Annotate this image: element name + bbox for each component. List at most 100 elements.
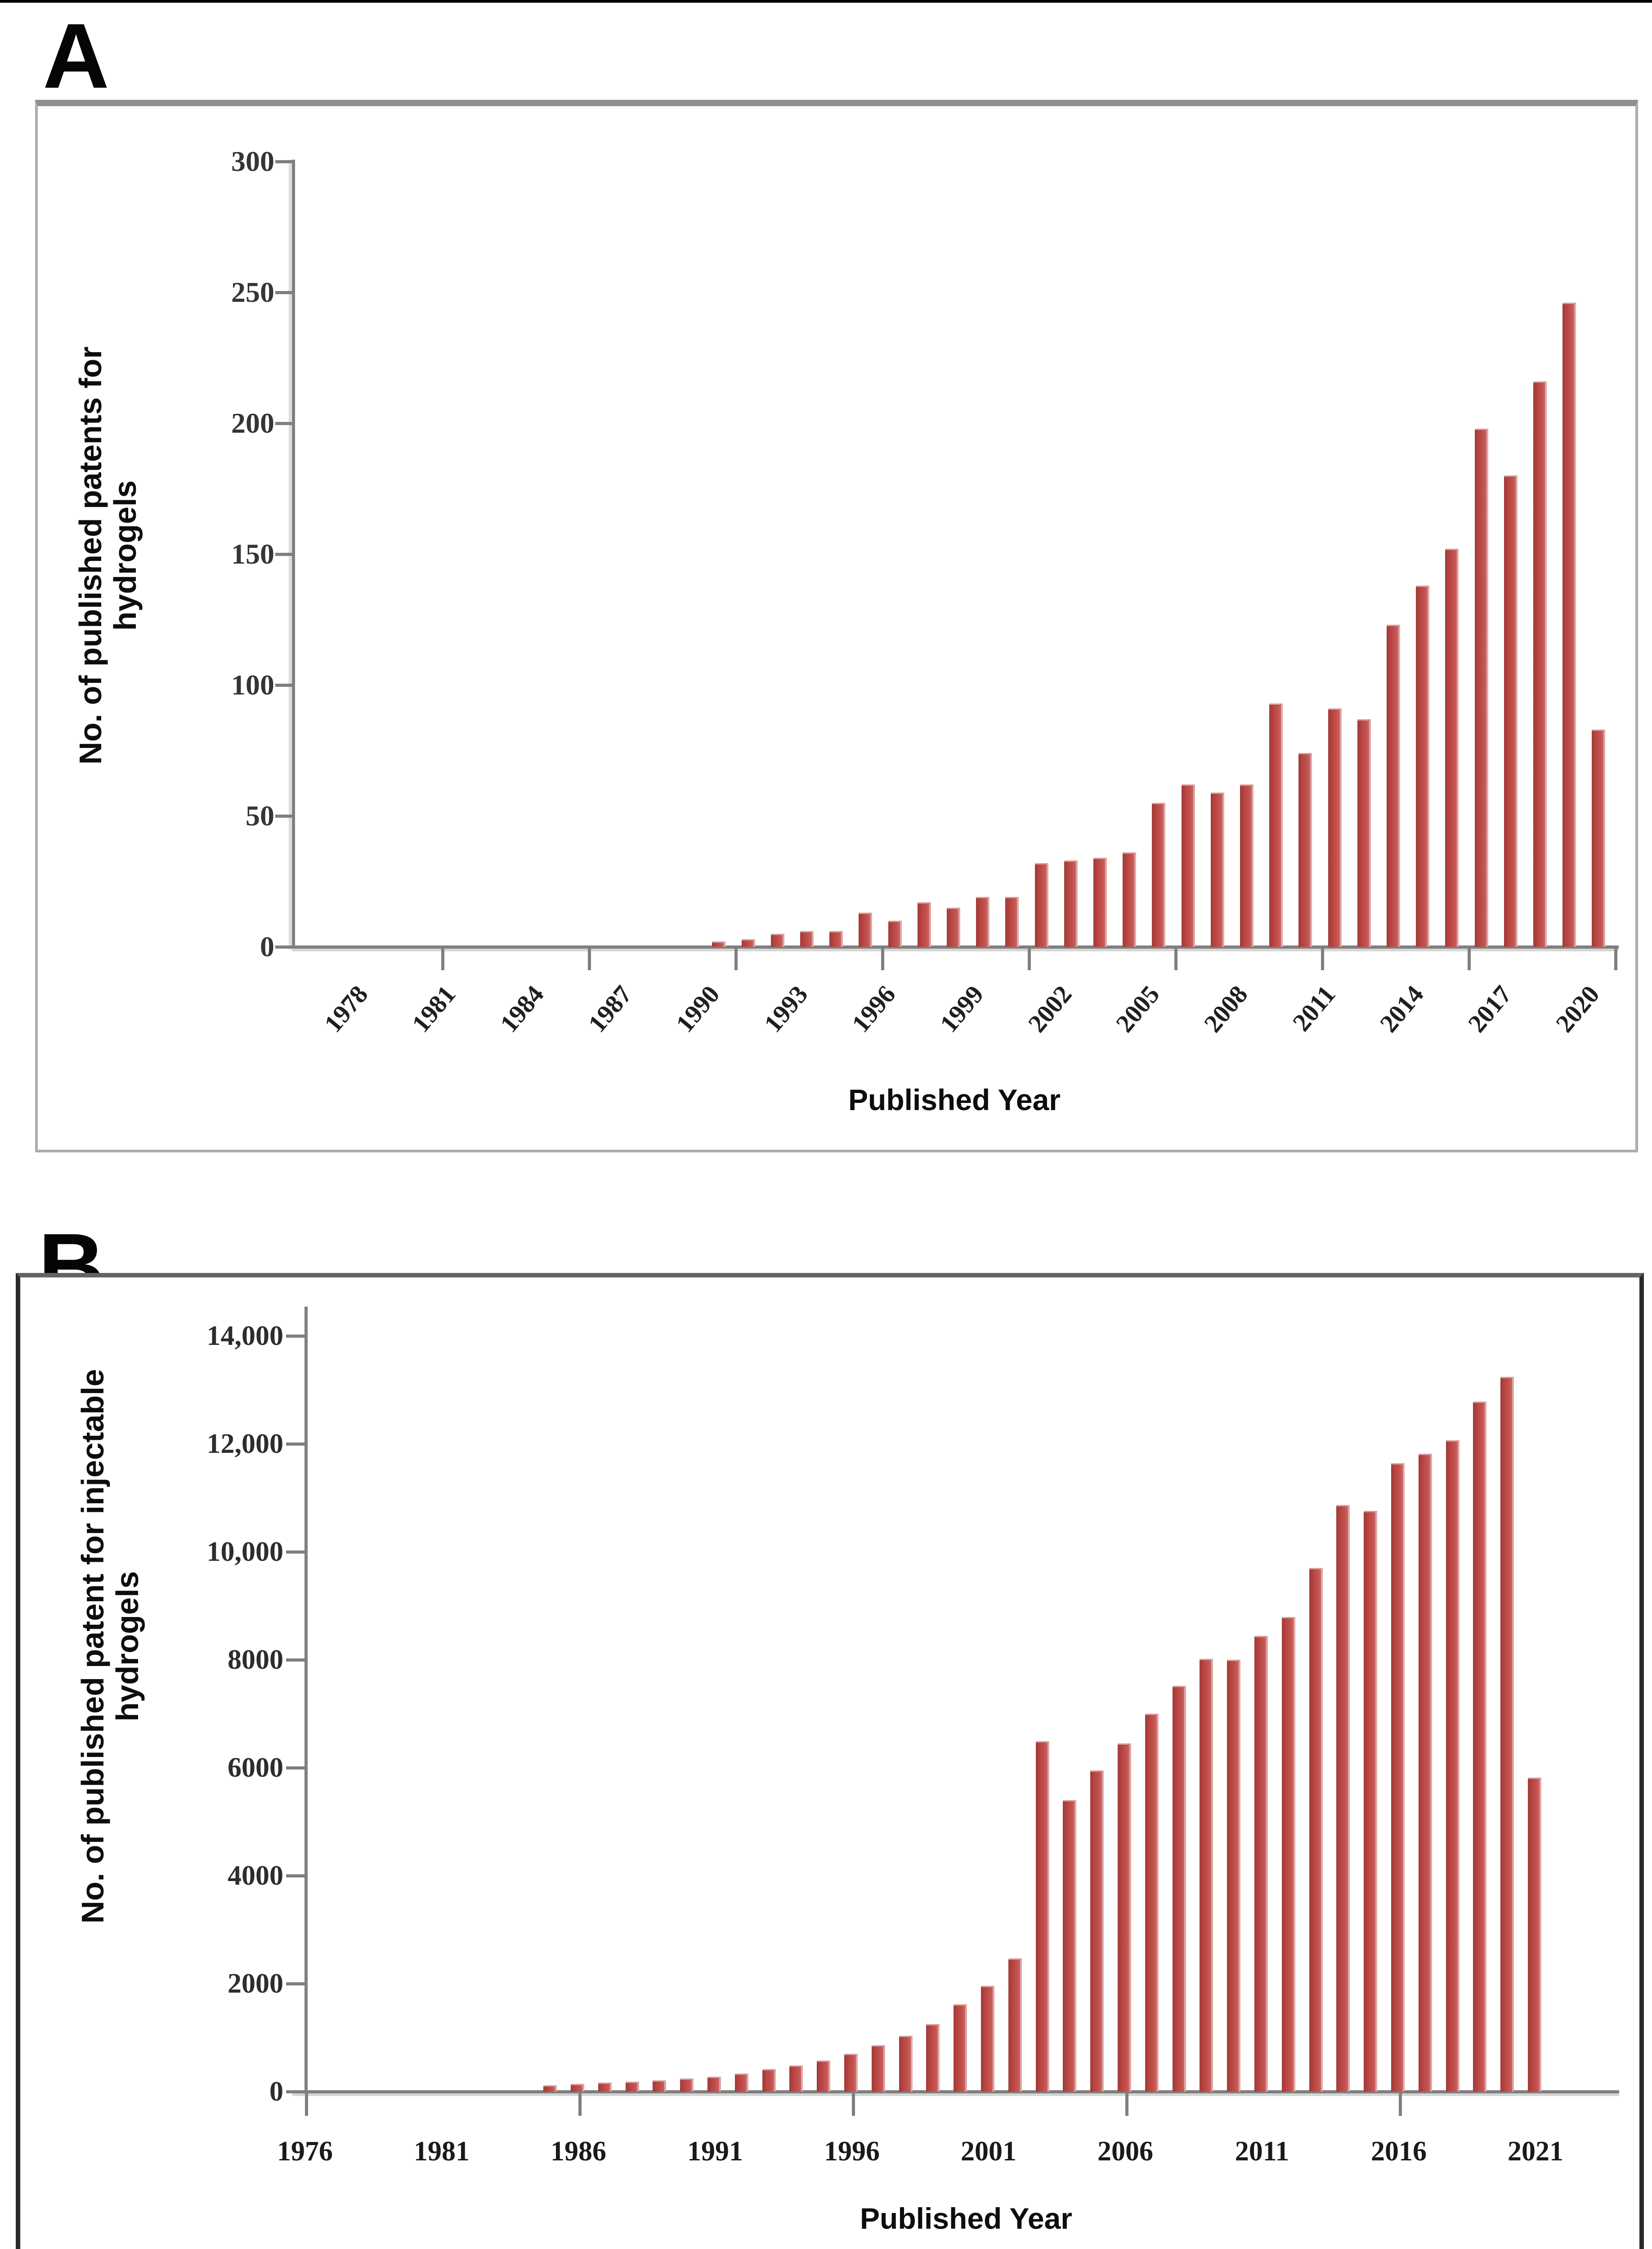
x-tick-mark xyxy=(578,2093,582,2116)
x-tick-mark xyxy=(881,949,884,970)
x-tick-mark xyxy=(852,2093,855,2116)
y-tick-label: 100 xyxy=(231,669,274,701)
bar-1991 xyxy=(707,2077,721,2092)
bar-2011 xyxy=(1254,1636,1268,2092)
bar-2012 xyxy=(1282,1617,1295,2092)
y-tick-mark xyxy=(286,1443,306,1446)
bar-2005 xyxy=(1123,852,1136,947)
bar-2021 xyxy=(1528,1778,1541,2092)
bar-2002 xyxy=(1008,1958,1022,2092)
bar-2016 xyxy=(1391,1463,1405,2092)
x-tick-label: 1996 xyxy=(824,2136,880,2167)
top-border-rule xyxy=(0,0,1652,3)
bar-2007 xyxy=(1145,1714,1159,2092)
y-tick-label: 150 xyxy=(231,538,274,570)
bar-2010 xyxy=(1269,703,1283,947)
bar-2007 xyxy=(1182,784,1195,947)
bar-1990 xyxy=(680,2079,694,2092)
y-axis xyxy=(304,1307,308,2094)
bar-2014 xyxy=(1387,625,1400,947)
bar-2014 xyxy=(1336,1505,1350,2092)
bar-2001 xyxy=(981,1986,994,2092)
bar-1994 xyxy=(789,2065,803,2092)
y-tick-mark xyxy=(275,945,293,949)
bar-1992 xyxy=(735,2074,748,2092)
bar-2000 xyxy=(954,2004,967,2092)
y-tick-mark xyxy=(275,553,293,556)
bar-2012 xyxy=(1328,708,1342,947)
bar-1999 xyxy=(947,908,960,947)
bar-2003 xyxy=(1064,860,1078,947)
y-tick-mark xyxy=(286,1550,306,1554)
y-tick-mark xyxy=(275,291,293,294)
x-tick-label: 1991 xyxy=(687,2136,743,2167)
bar-2004 xyxy=(1093,858,1107,947)
bar-2017 xyxy=(1475,429,1488,947)
bar-2020 xyxy=(1500,1377,1514,2092)
bar-2009 xyxy=(1240,784,1254,947)
x-tick-mark xyxy=(1614,949,1617,970)
bar-1996 xyxy=(844,2054,858,2092)
x-tick-mark xyxy=(1321,949,1324,970)
bar-2009 xyxy=(1200,1659,1213,2092)
y-tick-label: 0 xyxy=(269,2076,283,2107)
bar-1998 xyxy=(918,902,931,947)
bar-2021 xyxy=(1592,730,1605,947)
panel-a-frame xyxy=(35,100,1638,1152)
bar-2019 xyxy=(1533,381,1547,947)
x-axis-shadow xyxy=(292,949,1619,951)
bar-1995 xyxy=(829,931,843,947)
y-axis xyxy=(292,160,295,950)
y-tick-label: 300 xyxy=(231,145,274,177)
bar-1992 xyxy=(742,939,755,947)
y-tick-mark xyxy=(275,422,293,425)
y-tick-mark xyxy=(275,684,293,687)
y-tick-label: 6000 xyxy=(228,1752,283,1783)
y-tick-label: 0 xyxy=(260,931,274,963)
y-tick-label: 10,000 xyxy=(206,1537,284,1567)
bar-1993 xyxy=(771,934,784,947)
bar-1996 xyxy=(859,913,872,947)
bar-1988 xyxy=(626,2082,639,2092)
bar-2006 xyxy=(1152,803,1165,947)
x-tick-label: 2001 xyxy=(961,2136,1016,2167)
y-tick-mark xyxy=(286,1874,306,1877)
x-tick-mark xyxy=(305,2093,308,2116)
y-tick-label: 14,000 xyxy=(206,1321,284,1351)
bar-1987 xyxy=(598,2083,612,2092)
y-tick-label: 4000 xyxy=(228,1860,283,1891)
bar-2002 xyxy=(1035,863,1048,947)
x-tick-mark xyxy=(588,949,591,970)
bar-2013 xyxy=(1357,719,1371,947)
bar-1993 xyxy=(762,2069,776,2092)
bar-2020 xyxy=(1562,303,1576,947)
y-tick-label: 2000 xyxy=(228,1968,283,1999)
bar-2018 xyxy=(1504,475,1518,947)
x-tick-mark xyxy=(1468,949,1471,970)
x-tick-label: 1986 xyxy=(551,2136,606,2167)
y-axis-title: No. of published patents for hydrogels xyxy=(73,346,143,765)
bar-2008 xyxy=(1211,793,1224,947)
bar-1999 xyxy=(926,2024,940,2092)
x-tick-mark xyxy=(1174,949,1177,970)
bar-2017 xyxy=(1419,1454,1432,2092)
bar-1986 xyxy=(571,2084,584,2092)
y-tick-label: 8000 xyxy=(228,1644,283,1675)
x-axis-title: Published Year xyxy=(848,1083,1061,1116)
x-tick-label: 1981 xyxy=(414,2136,470,2167)
panel-a-letter: A xyxy=(43,4,110,108)
x-axis-title: Published Year xyxy=(860,2202,1072,2235)
bar-2019 xyxy=(1473,1402,1486,2092)
y-tick-mark xyxy=(275,160,293,163)
x-axis-shadow xyxy=(292,2093,1619,2096)
x-tick-mark xyxy=(1028,949,1031,970)
y-tick-mark xyxy=(286,1658,306,1662)
y-tick-mark xyxy=(286,1766,306,1770)
y-tick-label: 250 xyxy=(231,276,274,308)
bar-1997 xyxy=(872,2045,885,2092)
bar-2015 xyxy=(1416,586,1429,947)
bar-1989 xyxy=(653,2080,666,2092)
y-tick-mark xyxy=(286,1982,306,1985)
bar-2004 xyxy=(1063,1800,1076,2092)
